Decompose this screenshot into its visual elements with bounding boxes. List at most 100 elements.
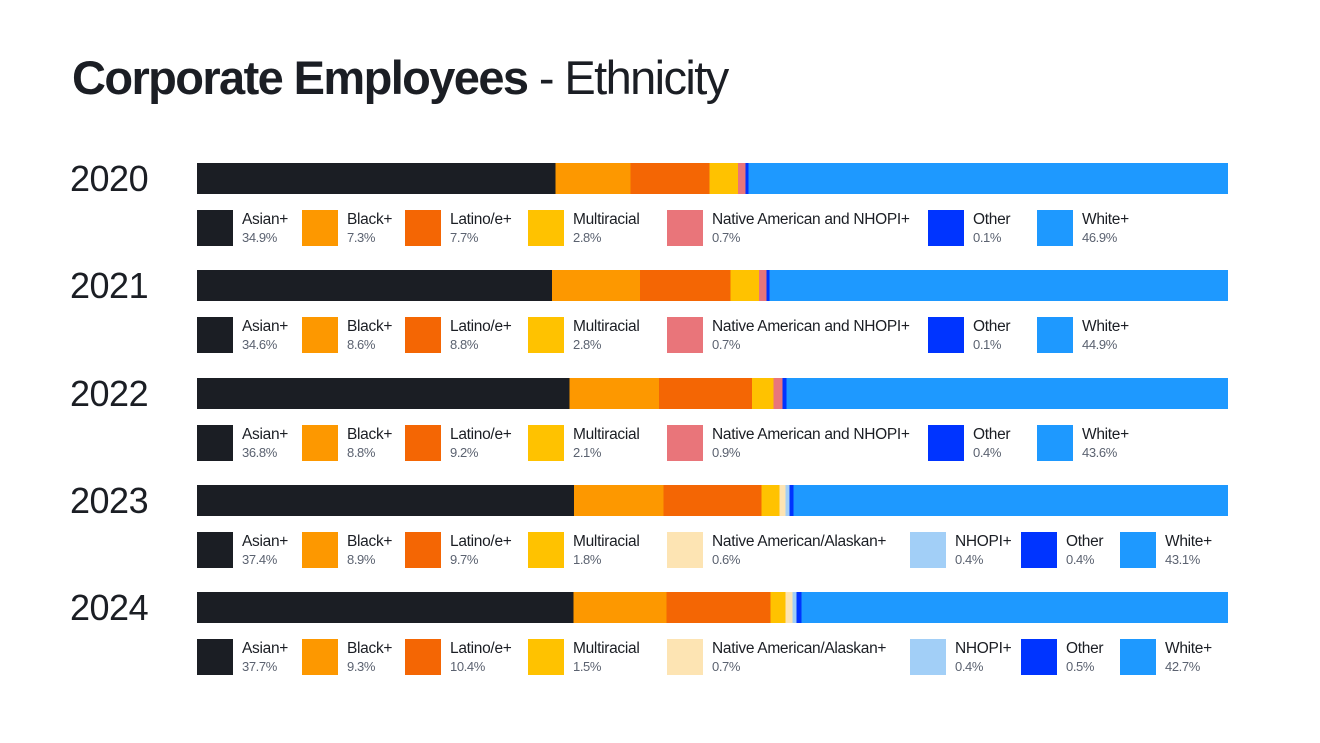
legend-value: 8.8%	[450, 337, 479, 352]
legend-value: 0.1%	[973, 337, 1002, 352]
legend-label: Other	[1066, 533, 1104, 550]
legend-label: Multiracial	[573, 640, 640, 657]
legend-label: White+	[1165, 533, 1212, 550]
legend-value: 9.7%	[450, 552, 479, 567]
legend-swatch	[405, 532, 441, 568]
legend-label: Black+	[347, 211, 393, 228]
legend-swatch	[928, 210, 964, 246]
legend-label: Multiracial	[573, 318, 640, 335]
year-label: 2022	[70, 373, 149, 414]
legend-value: 0.9%	[712, 445, 741, 460]
legend-swatch	[1120, 639, 1156, 675]
bar-segment-latino-e	[663, 485, 762, 516]
legend-value: 0.4%	[955, 659, 984, 674]
legend-label: NHOPI+	[955, 640, 1012, 657]
legend-label: Asian+	[242, 211, 289, 228]
legend-label: Latino/e+	[450, 533, 512, 550]
bar-segment-other	[782, 378, 787, 409]
bar-segment-latino-e	[666, 592, 771, 623]
legend-label: Native American/Alaskan+	[712, 640, 887, 657]
legend-swatch	[910, 639, 946, 675]
legend-swatch	[1037, 317, 1073, 353]
legend-value: 36.8%	[242, 445, 277, 460]
legend-value: 0.4%	[955, 552, 984, 567]
bar-segment-native-american-and-nhopi	[738, 163, 746, 194]
bar-segment-black	[573, 592, 667, 623]
bar-segment-asian	[197, 485, 574, 516]
bar-segment-multiracial	[770, 592, 786, 623]
legend-value: 44.9%	[1082, 337, 1117, 352]
legend-swatch	[528, 317, 564, 353]
bar-segment-latino-e	[658, 378, 752, 409]
legend-swatch	[405, 317, 441, 353]
legend-swatch	[302, 639, 338, 675]
legend-swatch	[302, 317, 338, 353]
chart-title-bold: Corporate Employees	[72, 51, 529, 104]
legend-value: 42.7%	[1165, 659, 1200, 674]
bar-segment-native-american-and-nhopi	[759, 270, 767, 301]
bar-segment-white	[748, 163, 1228, 194]
legend-swatch	[1021, 639, 1057, 675]
bar-segment-multiracial	[761, 485, 780, 516]
bar-segment-white	[801, 592, 1228, 623]
chart-title-light: - Ethnicity	[527, 51, 729, 104]
legend-label: Asian+	[242, 533, 289, 550]
legend-swatch	[197, 639, 233, 675]
legend-value: 0.7%	[712, 230, 741, 245]
bar-segment-asian	[197, 270, 552, 301]
legend-label: White+	[1082, 426, 1129, 443]
bar-segment-asian	[197, 592, 574, 623]
legend-label: White+	[1082, 318, 1129, 335]
bar-segment-multiracial	[709, 163, 739, 194]
legend-swatch	[197, 317, 233, 353]
legend-swatch	[302, 532, 338, 568]
bar-segment-native-american-alaskan	[785, 592, 793, 623]
legend-value: 0.4%	[973, 445, 1002, 460]
legend-swatch	[667, 317, 703, 353]
legend-value: 37.4%	[242, 552, 277, 567]
legend-value: 0.7%	[712, 659, 741, 674]
year-label: 2024	[70, 587, 149, 628]
legend-label: Native American and NHOPI+	[712, 211, 910, 228]
legend-value: 2.8%	[573, 230, 602, 245]
bar-segment-other	[789, 485, 794, 516]
legend-label: Latino/e+	[450, 211, 512, 228]
legend-swatch	[910, 532, 946, 568]
legend-label: Native American and NHOPI+	[712, 426, 910, 443]
legend-label: Other	[1066, 640, 1104, 657]
legend-value: 37.7%	[242, 659, 277, 674]
legend-label: Other	[973, 318, 1011, 335]
legend-label: Multiracial	[573, 211, 640, 228]
legend-swatch	[528, 425, 564, 461]
bar-segment-latino-e	[640, 270, 731, 301]
legend-label: Other	[973, 211, 1011, 228]
bar-segment-white	[769, 270, 1228, 301]
bar-segment-multiracial	[752, 378, 774, 409]
legend-label: Other	[973, 426, 1011, 443]
legend-label: Native American/Alaskan+	[712, 533, 887, 550]
legend-value: 2.1%	[573, 445, 602, 460]
legend-label: NHOPI+	[955, 533, 1012, 550]
bar-segment-multiracial	[730, 270, 760, 301]
bar-segment-native-american-and-nhopi	[773, 378, 783, 409]
legend-value: 7.7%	[450, 230, 479, 245]
legend-swatch	[528, 639, 564, 675]
legend-swatch	[405, 425, 441, 461]
legend-swatch	[667, 639, 703, 675]
legend-swatch	[1037, 210, 1073, 246]
legend-swatch	[197, 425, 233, 461]
legend-value: 1.8%	[573, 552, 602, 567]
legend-label: Multiracial	[573, 533, 640, 550]
legend-label: Latino/e+	[450, 640, 512, 657]
stacked-bar-2024	[197, 592, 1228, 623]
legend-value: 2.8%	[573, 337, 602, 352]
legend-swatch	[197, 210, 233, 246]
bar-segment-asian	[197, 378, 570, 409]
legend-swatch	[405, 210, 441, 246]
stacked-bar-2021	[197, 270, 1228, 301]
legend-swatch	[1120, 532, 1156, 568]
stacked-bar-2020	[197, 163, 1228, 194]
legend-value: 9.3%	[347, 659, 376, 674]
bar-segment-black	[555, 163, 631, 194]
legend-value: 0.7%	[712, 337, 741, 352]
